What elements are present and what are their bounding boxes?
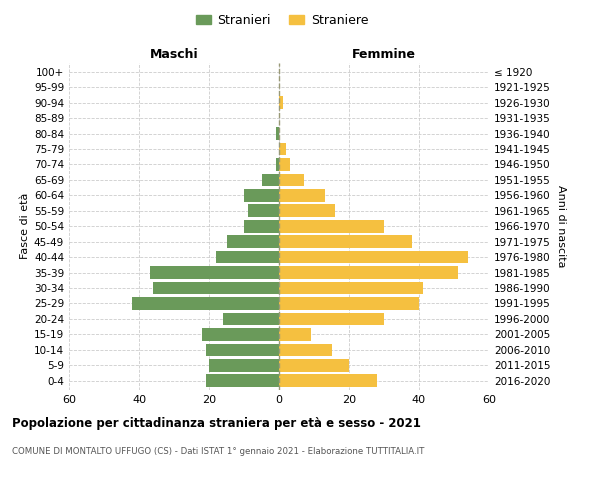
Bar [262, 174, 279, 186]
Bar [279, 344, 331, 356]
Y-axis label: Anni di nascita: Anni di nascita [556, 185, 566, 268]
Bar [216, 251, 279, 264]
Bar [279, 189, 325, 202]
Y-axis label: Fasce di età: Fasce di età [20, 193, 30, 260]
Bar [153, 282, 279, 294]
Bar [279, 328, 311, 340]
Bar [279, 297, 419, 310]
Bar [279, 312, 384, 326]
Legend: Stranieri, Straniere: Stranieri, Straniere [191, 8, 373, 32]
Bar [205, 344, 279, 356]
Text: Femmine: Femmine [352, 48, 416, 61]
Bar [244, 220, 279, 232]
Bar [132, 297, 279, 310]
Text: Maschi: Maschi [149, 48, 199, 61]
Bar [275, 158, 279, 171]
Text: Popolazione per cittadinanza straniera per età e sesso - 2021: Popolazione per cittadinanza straniera p… [12, 418, 421, 430]
Bar [279, 204, 335, 217]
Bar [202, 328, 279, 340]
Bar [279, 251, 468, 264]
Bar [279, 174, 304, 186]
Bar [205, 374, 279, 387]
Bar [279, 282, 422, 294]
Bar [279, 374, 377, 387]
Bar [279, 236, 412, 248]
Bar [223, 312, 279, 326]
Bar [209, 359, 279, 372]
Bar [279, 266, 458, 279]
Bar [248, 204, 279, 217]
Bar [244, 189, 279, 202]
Bar [279, 142, 286, 156]
Bar [279, 158, 290, 171]
Text: COMUNE DI MONTALTO UFFUGO (CS) - Dati ISTAT 1° gennaio 2021 - Elaborazione TUTTI: COMUNE DI MONTALTO UFFUGO (CS) - Dati IS… [12, 448, 424, 456]
Bar [149, 266, 279, 279]
Bar [279, 220, 384, 232]
Bar [279, 96, 283, 109]
Bar [275, 127, 279, 140]
Bar [279, 359, 349, 372]
Bar [227, 236, 279, 248]
